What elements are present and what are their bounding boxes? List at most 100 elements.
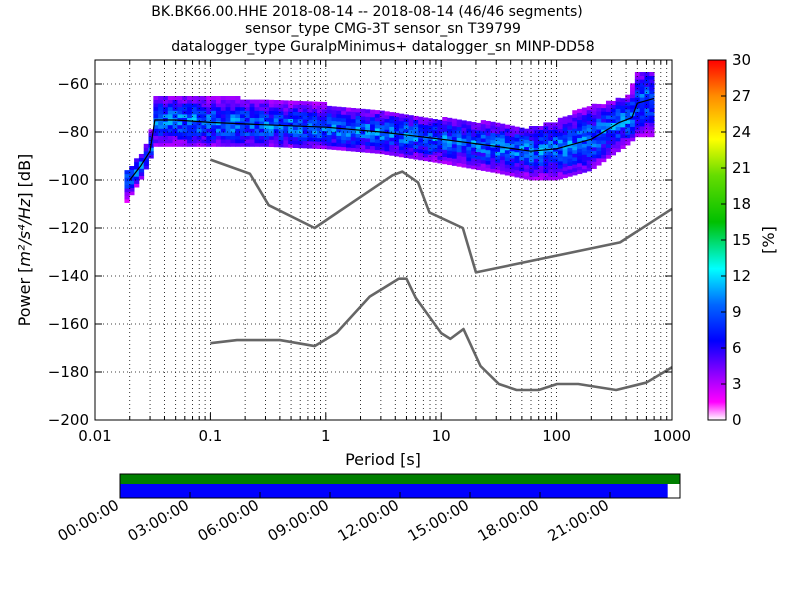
pdf-cell: [610, 100, 617, 105]
pdf-cell: [538, 147, 544, 152]
pdf-cell: [423, 117, 429, 122]
pdf-cell: [644, 104, 650, 109]
pdf-cell: [389, 148, 395, 153]
pdf-cell: [514, 173, 520, 178]
pdf-cell: [418, 123, 424, 128]
pdf-cell: [480, 130, 486, 135]
pdf-cell: [182, 103, 188, 108]
pdf-cell: [187, 124, 193, 129]
pdf-cell: [162, 103, 169, 108]
pdf-cell: [389, 122, 395, 127]
pdf-cell: [495, 169, 501, 174]
pdf-cell: [345, 114, 352, 119]
pdf-cell: [403, 143, 409, 148]
pdf-cell: [567, 158, 573, 163]
pdf-cell: [509, 140, 515, 145]
pdf-cell: [326, 141, 332, 146]
pdf-cell: [230, 106, 236, 111]
pdf-cell: [268, 143, 275, 148]
pdf-cell: [639, 118, 645, 123]
pdf-cell: [543, 151, 549, 156]
pdf-cell: [471, 161, 477, 166]
pdf-cell: [461, 152, 467, 157]
pdf-cell: [500, 130, 506, 135]
pdf-cell: [191, 135, 198, 140]
pdf-cell: [500, 138, 506, 143]
pdf-cell: [302, 129, 308, 134]
pdf-cell: [490, 121, 496, 126]
pdf-cell: [437, 137, 443, 142]
pdf-cell: [345, 118, 352, 123]
pdf-cell: [625, 127, 631, 132]
pdf-cell: [403, 128, 409, 133]
pdf-cell: [533, 154, 539, 159]
pdf-cell: [244, 99, 251, 104]
pdf-cell: [211, 99, 217, 104]
pdf-cell: [148, 132, 154, 137]
pdf-cell: [615, 115, 621, 120]
pdf-cell: [533, 162, 539, 166]
pdf-cell: [615, 122, 621, 127]
pdf-cell: [413, 151, 419, 156]
pdf-cell: [572, 135, 578, 140]
pdf-cell: [321, 137, 328, 142]
pdf-cell: [158, 114, 164, 118]
pdf-cell: [312, 133, 318, 138]
pdf-cell: [543, 133, 549, 138]
pdf-cell: [572, 128, 578, 133]
pdf-cell: [177, 96, 183, 100]
pdf-cell: [475, 148, 482, 153]
pdf-cell: [639, 133, 645, 138]
pdf-cell: [519, 160, 525, 165]
pdf-cell: [345, 121, 352, 126]
psd-plot-area: 0.01 0.1 1 10 100 1000 −200 −180 −160 −140 −120 −1…: [48, 59, 691, 445]
pdf-cell: [278, 125, 284, 130]
pdf-cell: [240, 117, 246, 122]
pdf-cell: [254, 106, 260, 111]
pdf-cell: [634, 72, 641, 76]
pdf-cell: [211, 96, 217, 100]
pdf-cell: [581, 129, 588, 134]
pdf-cell: [394, 123, 400, 128]
colorbar-label: [%]: [759, 226, 778, 254]
pdf-cell: [283, 114, 289, 119]
pdf-cell: [345, 147, 352, 152]
pdf-cell: [408, 154, 414, 159]
pdf-cell: [341, 128, 347, 133]
pdf-cell: [644, 97, 650, 102]
pdf-cell: [485, 131, 491, 136]
pdf-cell: [630, 86, 636, 91]
pdf-cell: [389, 112, 395, 117]
pdf-cell: [244, 142, 251, 147]
pdf-cell: [495, 122, 501, 127]
pdf-cell: [461, 131, 467, 136]
pdf-cell: [432, 147, 438, 152]
pdf-cell: [562, 174, 568, 179]
pdf-cell: [345, 136, 352, 141]
pdf-cell: [447, 121, 453, 126]
pdf-cell: [442, 138, 448, 143]
pdf-cell: [533, 136, 539, 141]
pdf-cell: [278, 129, 284, 134]
pdf-cell: [596, 161, 602, 166]
pdf-cell: [432, 122, 438, 127]
pdf-cell: [620, 130, 626, 135]
pdf-cell: [326, 120, 332, 125]
pdf-cell: [427, 143, 434, 148]
pdf-cell: [447, 157, 453, 162]
pdf-cell: [225, 117, 231, 122]
pdf-cell: [610, 133, 617, 138]
pdf-cell: [264, 139, 270, 144]
pdf-cell: [461, 134, 467, 139]
pdf-cell: [398, 153, 405, 158]
y-axis-label-math: m²/s⁴/Hz: [15, 198, 34, 267]
pdf-cell: [398, 142, 405, 147]
pdf-cell: [557, 146, 564, 151]
pdf-cell: [649, 79, 655, 84]
pdf-cell: [408, 140, 414, 145]
pdf-cell: [187, 142, 193, 147]
coverage-availability-strip: [120, 474, 680, 484]
pdf-cell: [630, 94, 636, 99]
pdf-cell: [196, 103, 202, 108]
